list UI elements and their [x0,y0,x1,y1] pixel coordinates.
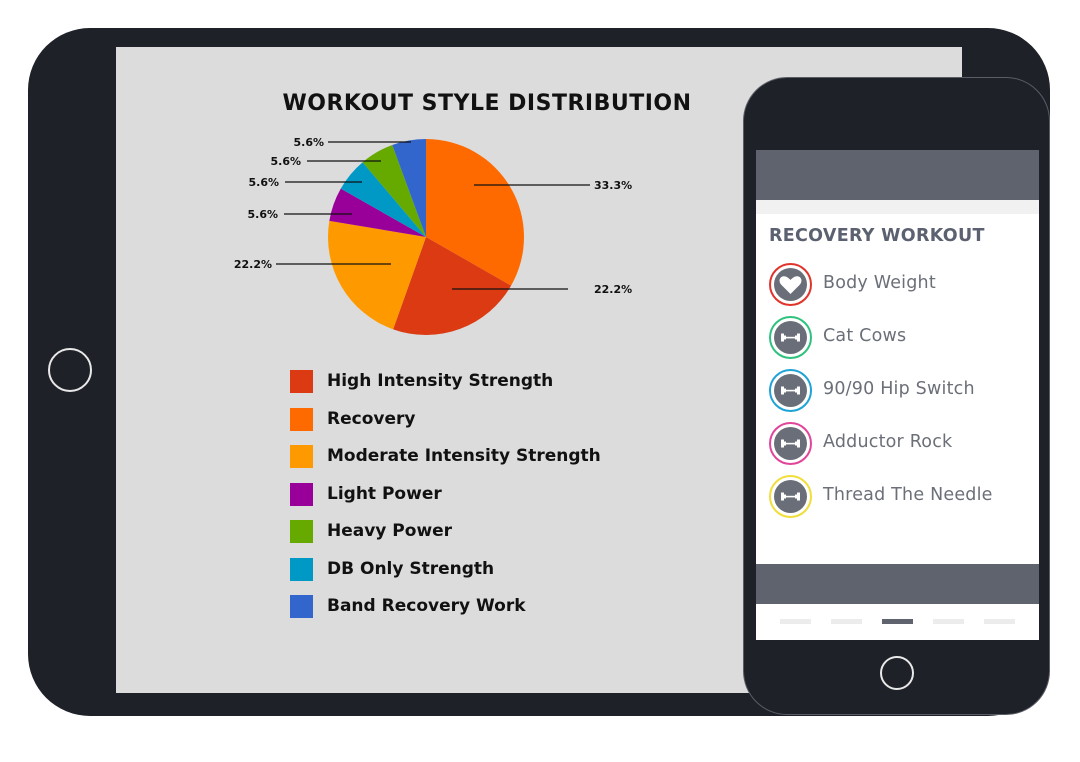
data-label: 33.3% [594,179,632,192]
pie-slice-heavy-power[interactable] [362,144,426,237]
pie-slice-light-power[interactable] [329,188,426,237]
phone-device: RECOVERY WORKOUT Body Weight Cat Cows 90/9… [743,77,1050,715]
pie-slice-moderate-intensity-strength[interactable] [328,220,426,330]
legend-label: Recovery [327,408,416,429]
page-indicator-tab[interactable] [831,619,862,624]
chart-title: WORKOUT STYLE DISTRIBUTION [282,91,692,116]
page-indicator-tab[interactable] [780,619,811,624]
phone-screen: RECOVERY WORKOUT Body Weight Cat Cows 90/9… [756,150,1039,640]
exercise-item[interactable]: Body Weight [769,263,1029,307]
tablet-home-button[interactable] [48,348,92,392]
exercise-item[interactable]: 90/90 Hip Switch [769,369,1029,413]
exercise-label: Adductor Rock [823,432,953,452]
pie-slice-recovery[interactable] [426,139,524,286]
legend-item: Band Recovery Work [290,595,690,619]
pie-chart: 33.3% 22.2% 22.2% 5.6% 5.6% 5.6% 5.6% [234,136,632,335]
dumbbell-icon [769,369,812,412]
data-label: 22.2% [594,283,632,296]
dumbbell-icon [769,422,812,465]
legend-label: DB Only Strength [327,558,495,579]
dumbbell-icon [769,475,812,518]
legend-label: Band Recovery Work [327,596,526,616]
section-title: RECOVERY WORKOUT [769,226,985,246]
exercise-label: Thread The Needle [823,485,993,505]
exercise-item[interactable]: Thread The Needle [769,475,1029,519]
data-label: 22.2% [234,258,272,271]
pie-slice-high-intensity-strength[interactable] [393,237,512,335]
legend-label: Heavy Power [327,521,453,541]
phone-home-button[interactable] [880,656,914,690]
exercise-item[interactable]: Cat Cows [769,316,1029,360]
legend-swatch [290,520,313,543]
pie-slice-band-recovery-work[interactable] [392,139,426,237]
data-label: 5.6% [247,208,278,221]
pie-slice-db-only-strength[interactable] [340,162,426,237]
dumbbell-icon [769,316,812,359]
heart-icon [769,263,812,306]
exercise-label: 90/90 Hip Switch [823,379,975,399]
legend-label: High Intensity Strength [327,371,554,391]
page-indicator-tab[interactable] [984,619,1015,624]
data-label: 5.6% [293,136,324,149]
phone-footer-bar [756,564,1039,604]
legend-swatch [290,445,313,468]
page-indicator-tab[interactable] [882,619,913,624]
legend-label: Light Power [327,483,442,504]
legend-swatch [290,557,313,581]
legend-item: Heavy Power [290,520,690,544]
legend-item: Light Power [290,482,690,507]
exercise-item[interactable]: Adductor Rock [769,422,1029,466]
phone-header-bar [756,150,1039,200]
page-indicator [756,604,1039,640]
legend-swatch [290,370,313,393]
legend-swatch [290,482,313,506]
legend-item: Moderate Intensity Strength [290,445,690,469]
data-label: 5.6% [270,155,301,168]
legend-item: High Intensity Strength [290,370,690,394]
legend-label: Moderate Intensity Strength [327,446,601,466]
exercise-label: Cat Cows [823,326,907,346]
phone-subheader [756,200,1039,214]
legend-swatch [290,407,313,431]
data-label: 5.6% [248,176,279,189]
exercise-label: Body Weight [823,273,936,293]
legend-item: DB Only Strength [290,557,690,582]
legend-item: Recovery [290,407,690,432]
page-indicator-tab[interactable] [933,619,964,624]
legend-swatch [290,595,313,618]
